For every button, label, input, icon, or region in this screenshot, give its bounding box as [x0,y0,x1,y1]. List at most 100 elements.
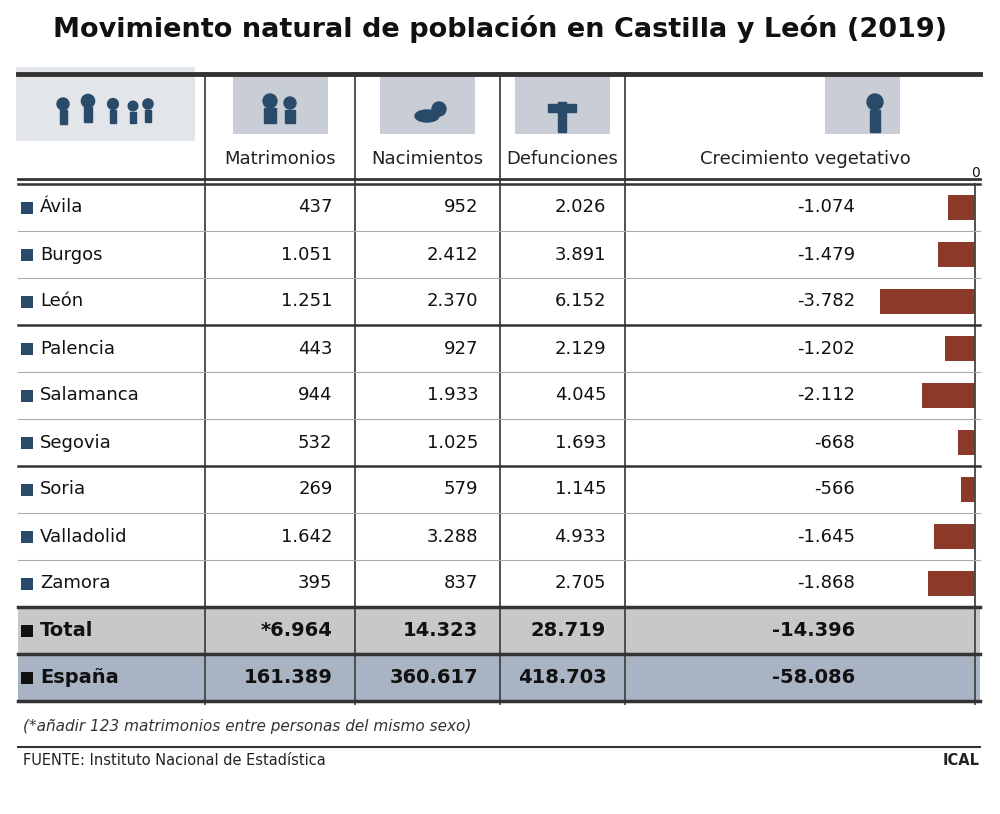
Text: 579: 579 [444,480,478,498]
Text: -1.868: -1.868 [797,575,855,593]
Text: -14.396: -14.396 [772,621,855,640]
Bar [21,531,33,542]
Text: 927: 927 [444,339,478,357]
Bar [18,607,980,654]
FancyArrow shape [110,110,116,123]
Text: 944: 944 [298,387,332,405]
Text: 418.703: 418.703 [518,668,606,687]
Text: Defunciones: Defunciones [506,150,618,168]
Text: Nacimientos: Nacimientos [371,150,483,168]
Text: ICAL: ICAL [943,753,980,768]
Text: Total: Total [40,621,93,640]
Circle shape [128,101,138,111]
Bar [21,390,33,401]
Bar [21,202,33,213]
Text: León: León [40,292,83,310]
Bar [558,102,566,132]
Text: 443: 443 [298,339,332,357]
Text: Burgos: Burgos [40,246,103,264]
Text: -566: -566 [814,480,855,498]
Bar [825,74,900,134]
Text: 3.891: 3.891 [555,246,606,264]
Text: 1.051: 1.051 [281,246,332,264]
Text: Salamanca: Salamanca [40,387,140,405]
Text: España: España [40,668,119,687]
Text: Matrimonios: Matrimonios [224,150,336,168]
Text: 437: 437 [298,199,332,217]
Text: 4.045: 4.045 [555,387,606,405]
Bar [21,248,33,260]
Text: -58.086: -58.086 [772,668,855,687]
Bar [945,336,975,361]
Text: Segovia: Segovia [40,434,112,452]
FancyArrow shape [285,110,295,123]
Text: Movimiento natural de población en Castilla y León (2019): Movimiento natural de población en Casti… [53,15,947,43]
Bar [21,624,33,637]
FancyArrow shape [870,110,880,132]
Text: Soria: Soria [40,480,86,498]
Bar [922,383,975,408]
Text: *6.964: *6.964 [261,621,332,640]
Text: 28.719: 28.719 [531,621,606,640]
Text: (*añadir 123 matrimonios entre personas del mismo sexo): (*añadir 123 matrimonios entre personas … [23,719,471,734]
Text: 360.617: 360.617 [390,668,478,687]
Text: Zamora: Zamora [40,575,110,593]
Text: FUENTE: Instituto Nacional de Estadística: FUENTE: Instituto Nacional de Estadístic… [23,753,326,768]
Text: 2.705: 2.705 [555,575,606,593]
Text: 0: 0 [971,166,979,180]
Circle shape [81,94,95,107]
Text: -668: -668 [814,434,855,452]
Text: -1.074: -1.074 [797,199,855,217]
Bar [880,289,975,313]
Text: 532: 532 [298,434,332,452]
Bar [21,484,33,496]
FancyArrow shape [84,107,92,122]
Circle shape [108,98,118,109]
FancyBboxPatch shape [16,67,195,141]
Bar [380,74,475,134]
Text: 4.933: 4.933 [554,527,606,545]
FancyArrow shape [145,110,151,122]
Ellipse shape [415,110,439,122]
Bar [233,74,328,134]
Text: 395: 395 [298,575,332,593]
Text: -1.479: -1.479 [797,246,855,264]
Bar [21,295,33,308]
Bar [961,477,975,501]
Bar [21,436,33,449]
Text: 2.412: 2.412 [427,246,478,264]
Bar [21,577,33,589]
Text: 1.693: 1.693 [555,434,606,452]
FancyArrow shape [60,110,66,124]
Circle shape [263,94,277,108]
Text: -2.112: -2.112 [797,387,855,405]
Text: Valladolid: Valladolid [40,527,128,545]
Text: 1.025: 1.025 [427,434,478,452]
Bar [515,74,610,134]
Text: 2.129: 2.129 [555,339,606,357]
Text: 1.933: 1.933 [427,387,478,405]
Bar [928,571,975,596]
Bar [21,672,33,684]
Text: -1.202: -1.202 [797,339,855,357]
Circle shape [143,98,153,109]
FancyArrow shape [130,112,136,123]
Text: 14.323: 14.323 [403,621,478,640]
Circle shape [432,102,446,116]
Circle shape [867,94,883,110]
Bar [958,431,975,455]
Text: 3.288: 3.288 [427,527,478,545]
Circle shape [284,97,296,109]
Text: Palencia: Palencia [40,339,115,357]
Bar [934,524,975,549]
Text: 161.389: 161.389 [244,668,332,687]
Text: 6.152: 6.152 [555,292,606,310]
Circle shape [57,98,69,110]
Text: 952: 952 [444,199,478,217]
Text: 837: 837 [444,575,478,593]
Text: 1.642: 1.642 [281,527,332,545]
Bar [18,654,980,701]
Bar [21,343,33,355]
Bar [948,195,975,220]
Text: 1.251: 1.251 [281,292,332,310]
